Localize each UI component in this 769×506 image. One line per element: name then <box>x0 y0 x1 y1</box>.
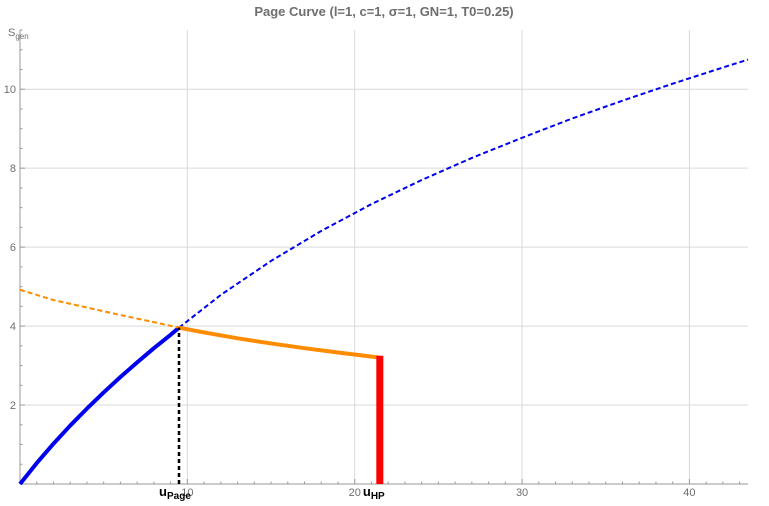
series-group <box>18 58 749 486</box>
grid <box>20 30 748 484</box>
y-axis-label: Sgen <box>8 27 29 41</box>
u-hp-label-sub: HP <box>371 491 385 502</box>
axes <box>19 29 748 485</box>
x-tick-label-1: 20 <box>349 487 361 499</box>
u-page-label: uPage <box>159 484 191 502</box>
series-line-3 <box>178 325 381 360</box>
u-hp-label-main: u <box>363 484 371 499</box>
x-tick-label-3: 40 <box>683 487 695 499</box>
x-tick-label-2: 30 <box>516 487 528 499</box>
y-tick-label-2: 6 <box>10 242 16 254</box>
series-line-0 <box>18 326 181 486</box>
y-tick-label-3: 8 <box>10 163 16 175</box>
u-page-label-main: u <box>159 484 167 499</box>
y-tick-label-4: 10 <box>4 84 16 96</box>
u-hp-label: uHP <box>363 484 385 502</box>
tick-labels: 10 20 30 40 2 4 6 8 10 <box>4 84 696 499</box>
y-tick-label-0: 2 <box>10 400 16 412</box>
x-tick-label-0: 10 <box>181 487 193 499</box>
u-page-label-sub: Page <box>167 491 191 502</box>
y-axis-label-sub: gen <box>15 32 28 41</box>
y-tick-label-1: 4 <box>10 321 16 333</box>
series-line-1 <box>178 58 749 329</box>
y-axis-label-main: S <box>8 27 15 39</box>
chart-title: Page Curve (l=1, c=1, σ=1, GN=1, T0=0.25… <box>254 4 513 19</box>
annotations: uPage uHP <box>159 484 385 502</box>
series-line-2 <box>19 288 180 329</box>
